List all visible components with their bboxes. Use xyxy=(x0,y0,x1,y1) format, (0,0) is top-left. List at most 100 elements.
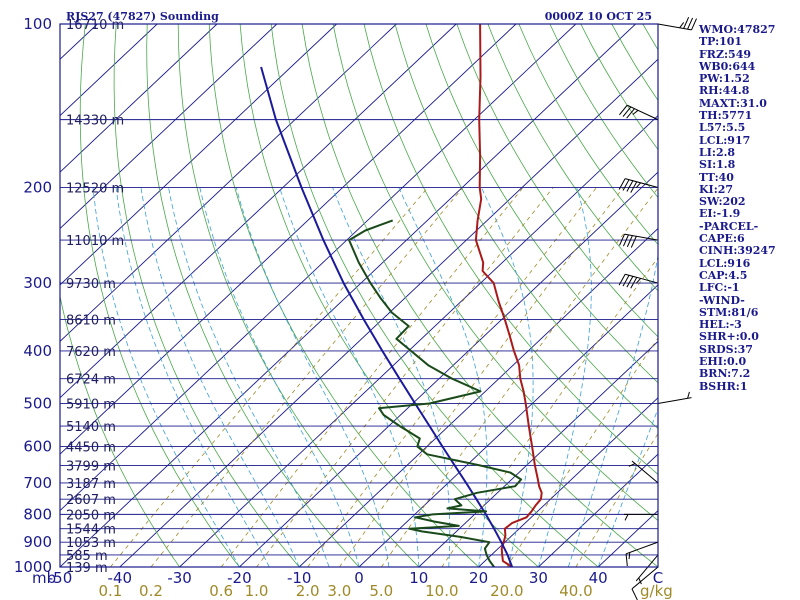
wind-barb-feather xyxy=(625,553,628,567)
pressure-tick-label: 800 xyxy=(23,505,52,523)
height-label: 4450 m xyxy=(66,441,116,456)
pressure-tick-label: 900 xyxy=(23,533,52,551)
wind-barb-shaft xyxy=(625,178,659,188)
wind-barb-feather xyxy=(619,233,625,246)
index-item: -WIND- xyxy=(699,293,745,307)
wind-barb-feather xyxy=(630,277,638,289)
isotherm xyxy=(60,24,337,286)
wind-barbs xyxy=(618,17,697,600)
pressure-tick-label: 300 xyxy=(23,274,52,292)
height-label: 14330 m xyxy=(66,114,124,129)
temperature-line xyxy=(474,24,543,567)
temperature-tick-label: 20 xyxy=(469,569,488,587)
pressure-tick-label: 100 xyxy=(23,15,52,33)
index-item: EHI:0.0 xyxy=(699,355,747,369)
moist-adiabat xyxy=(538,187,592,567)
wind-barb-feather xyxy=(687,391,690,399)
wind-barb-feather xyxy=(683,17,690,29)
pressure-tick-label: 600 xyxy=(23,438,52,456)
wind-barb-feather xyxy=(679,22,685,29)
isotherm xyxy=(60,24,636,567)
index-item: LCL:916 xyxy=(699,256,751,270)
index-item: CINH:39247 xyxy=(699,244,776,258)
wind-barb xyxy=(631,566,659,600)
temperature-tick-label: 10 xyxy=(409,569,428,587)
dry-adiabat xyxy=(332,24,658,522)
moist-adiabat xyxy=(235,187,390,567)
height-label: 585 m xyxy=(66,549,108,564)
wind-barb-feather xyxy=(626,235,633,248)
wind-barb-feather xyxy=(618,274,626,286)
index-item: LCL:917 xyxy=(699,133,751,147)
index-item: L57:5.5 xyxy=(699,121,746,135)
wind-barb xyxy=(619,104,659,121)
isotherm xyxy=(239,171,658,567)
isotherm xyxy=(179,115,658,567)
mixing-ratio-tick-label: 2.0 xyxy=(296,582,320,600)
index-item: SRDS:37 xyxy=(699,342,753,356)
height-label: 16710 m xyxy=(66,18,124,33)
wind-barb-feather xyxy=(619,104,628,116)
mixing-ratio-tick-label: 1.0 xyxy=(245,582,269,600)
mixing-ratio-line xyxy=(339,187,624,567)
pressure-tick-label: 500 xyxy=(23,395,52,413)
height-label: 2607 m xyxy=(66,493,116,508)
wind-barb-feather xyxy=(624,514,629,521)
height-label: 12520 m xyxy=(66,181,124,196)
wind-barb xyxy=(635,554,659,585)
index-item: TH:5771 xyxy=(699,109,753,123)
moist-adiabat xyxy=(567,253,658,567)
wind-barb-shaft xyxy=(657,397,692,405)
mixing-ratio-tick-label: 10.0 xyxy=(425,582,458,600)
chart-title: RJS27 (47827) Sounding xyxy=(66,10,219,23)
wind-barb-feather xyxy=(628,552,631,560)
sounding-indices-list: WMO:47827 TP:101 FRZ:549 WB0:644 PW:1.52 RH:4… xyxy=(699,23,799,393)
wind-barb-shaft xyxy=(631,566,659,590)
wind-barb-feather xyxy=(622,234,629,247)
wind-barb xyxy=(657,17,697,31)
mixing-ratio-line xyxy=(256,187,554,567)
index-item: LFC:-1 xyxy=(699,281,740,295)
index-item: HEL:-3 xyxy=(699,318,742,332)
mixing-ratio-line xyxy=(150,187,464,567)
wind-barb xyxy=(619,233,659,248)
mixing-ratio-line xyxy=(110,187,429,567)
wind-barb-shaft xyxy=(625,273,659,284)
isotherm xyxy=(538,453,658,567)
isotherm xyxy=(60,24,397,342)
wind-barb-shaft xyxy=(635,554,659,582)
mixing-ratio-tick-label: 5.0 xyxy=(369,582,393,600)
wind-barb-feather xyxy=(626,180,634,192)
mixing-ratio-line xyxy=(380,187,658,567)
height-label: 5910 m xyxy=(66,398,116,413)
temperature-tick-label: -20 xyxy=(227,569,252,587)
height-label: 139 m xyxy=(66,561,108,576)
height-label: 6724 m xyxy=(66,373,116,388)
index-item: KI:27 xyxy=(699,182,734,196)
wind-barb xyxy=(657,391,692,405)
mixing-ratio-tick-label: 20.0 xyxy=(490,582,523,600)
pressure-tick-label: 200 xyxy=(23,178,52,196)
wind-barb-feather xyxy=(626,276,634,288)
wind-barb-feather xyxy=(618,178,626,190)
dry-adiabat xyxy=(177,24,420,567)
y-axis-unit: mb xyxy=(32,569,56,587)
pressure-tick-label: 700 xyxy=(23,474,52,492)
temperature-tick-label: -30 xyxy=(167,569,192,587)
dewpoint-line xyxy=(348,219,523,567)
height-label: 2050 m xyxy=(66,508,116,523)
temperature-tick-label: 30 xyxy=(529,569,548,587)
index-item: TT:40 xyxy=(699,170,734,184)
moist-adiabat xyxy=(168,187,330,567)
isotherm xyxy=(60,24,517,455)
index-item: -PARCEL- xyxy=(699,219,759,233)
height-label: 1053 m xyxy=(66,536,116,551)
wind-barb xyxy=(624,513,658,521)
index-item: CAPE:6 xyxy=(699,232,745,246)
index-item: LI:2.8 xyxy=(699,145,736,159)
diagram-grid xyxy=(60,24,658,567)
wind-barb-feather xyxy=(622,106,632,117)
moist-adiabat xyxy=(199,187,360,567)
wind-barb-feather xyxy=(630,181,638,193)
